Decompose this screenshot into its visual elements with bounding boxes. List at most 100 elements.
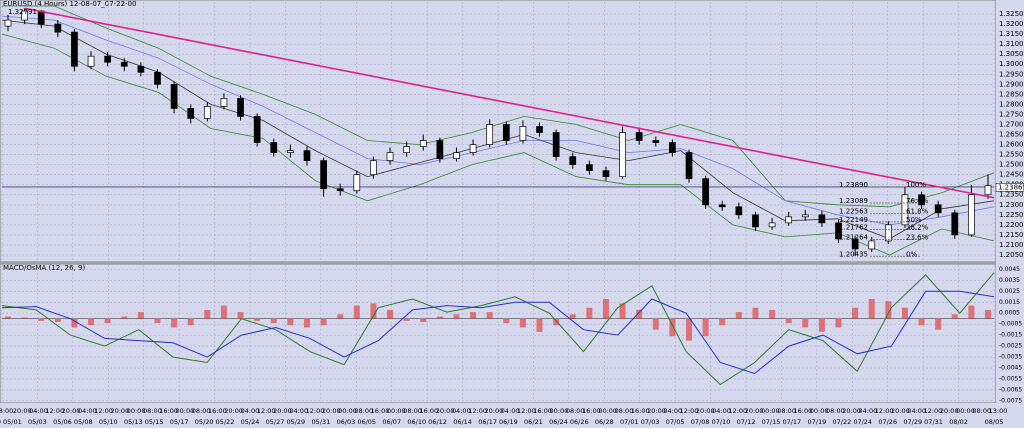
osma-bar [104,318,111,324]
macd-tick-label: -0.0015 [999,332,1022,339]
macd-tick-label: -0.0035 [999,354,1022,361]
osma-bar [519,318,526,328]
osma-bar [553,318,560,326]
x-time-label: 16:00 [371,407,390,415]
osma-bar [54,318,61,322]
candle-body [602,170,610,178]
osma-bar [403,318,410,321]
macd-tick-label: 0.0005 [999,310,1020,317]
candle-body [818,214,826,224]
candle-body [386,152,394,161]
y-tick-label: 1.27500 [999,110,1024,118]
x-time-label: 12:00 [924,407,943,415]
candle-body [735,206,743,216]
x-time-label: 8:00 [0,407,13,415]
osma-bar [287,318,294,326]
fibo-level-label: 76.4% [906,197,929,205]
osma-bar [420,318,427,322]
x-time-label: 20:00 [696,407,715,415]
osma-bar [486,312,493,319]
last-price-box [995,183,1024,192]
candle-body [669,142,676,153]
candle-body [801,214,809,218]
candle-body [768,222,776,228]
x-time-label: 16:00 [533,407,552,415]
macd-line [1,290,995,375]
x-time-label: 04:00 [452,407,471,415]
y-tick-label: 1.30500 [999,50,1024,58]
osma-bar [5,316,11,319]
band-line [2,5,995,208]
candle-body [87,55,95,67]
macd-tick-label: -0.0075 [999,397,1022,404]
y-tick-label: 1.21000 [999,241,1024,249]
candle-body [353,174,361,192]
x-time-label: 00:00 [956,407,975,415]
macd-tick-label: -0.0055 [999,375,1022,382]
x-date-label: 07/22 07/24 [833,418,873,426]
osma-bar [320,318,327,326]
osma-bar [137,312,144,319]
x-time-label: 12:00 [306,407,325,415]
candle-body [486,124,494,145]
macd-tick-label: 0.0015 [999,299,1020,306]
candle-body [519,126,527,141]
candle-body [320,160,327,190]
osma-bar [686,318,693,341]
osma-bar [802,318,809,328]
osma-bar [21,317,28,319]
x-date-label: 07/01 07/03 [620,418,660,426]
candle-body [154,71,161,85]
indicator-title: MACD/OsMA (12, 26, 9) [3,264,85,272]
candle-body [851,238,859,250]
candle-body [536,126,543,133]
candle-body [370,160,377,176]
y-tick-label: 1.32000 [999,20,1024,28]
x-time-label: 04:00 [907,407,926,415]
candle-body [951,212,959,236]
osma-bar [619,303,626,319]
candle-body [552,132,560,157]
osma-bar [154,318,161,324]
x-date-label: 05/10 [99,418,118,426]
x-time-label: 04:00 [29,407,48,415]
candle-body [54,23,62,33]
x-date-label: 05/24 [241,418,260,426]
candle-body [137,65,145,73]
x-time-label: 20:00 [273,407,292,415]
osma-bar [951,314,958,319]
x-time-label: 08:00 [566,407,585,415]
y-tick-label: 1.31000 [999,40,1024,48]
x-date-label: 06/28 [595,418,614,426]
x-time-label: 12:00 [680,407,699,415]
candle-body [918,194,925,206]
band-line [1,19,995,240]
candle-body [120,61,128,67]
candle-body [968,194,975,236]
y-tick-label: 1.31500 [999,30,1024,38]
x-axis-area [0,403,1024,428]
candle-body [237,98,244,117]
x-date-label: 04/29 05/01 [0,418,22,426]
y-tick-label: 1.21500 [999,231,1024,239]
fibo-price: 1.23089 [839,197,868,205]
y-tick-label: 1.29500 [999,70,1024,78]
candle-body [502,124,510,141]
candle-body [453,152,460,159]
x-date-label: 05/20 05/22 [195,418,235,426]
x-time-label: 04:00 [78,407,97,415]
candle-body [685,152,693,180]
x-time-label: 00:00 [176,407,195,415]
x-date-label: 05/17 [170,418,189,426]
macd-tick-label: 0.0035 [999,277,1020,284]
x-time-label: 16:00 [208,407,227,415]
osma-bar [254,318,261,321]
x-date-label: 06/21 [524,418,543,426]
fibo-price: 1.22563 [839,208,868,216]
candle-body [934,204,942,214]
y-tick-label: 1.30000 [999,60,1024,68]
osma-bar [652,318,659,330]
x-date-label: 07/08 07/10 [691,418,731,426]
osma-bar [38,318,45,321]
